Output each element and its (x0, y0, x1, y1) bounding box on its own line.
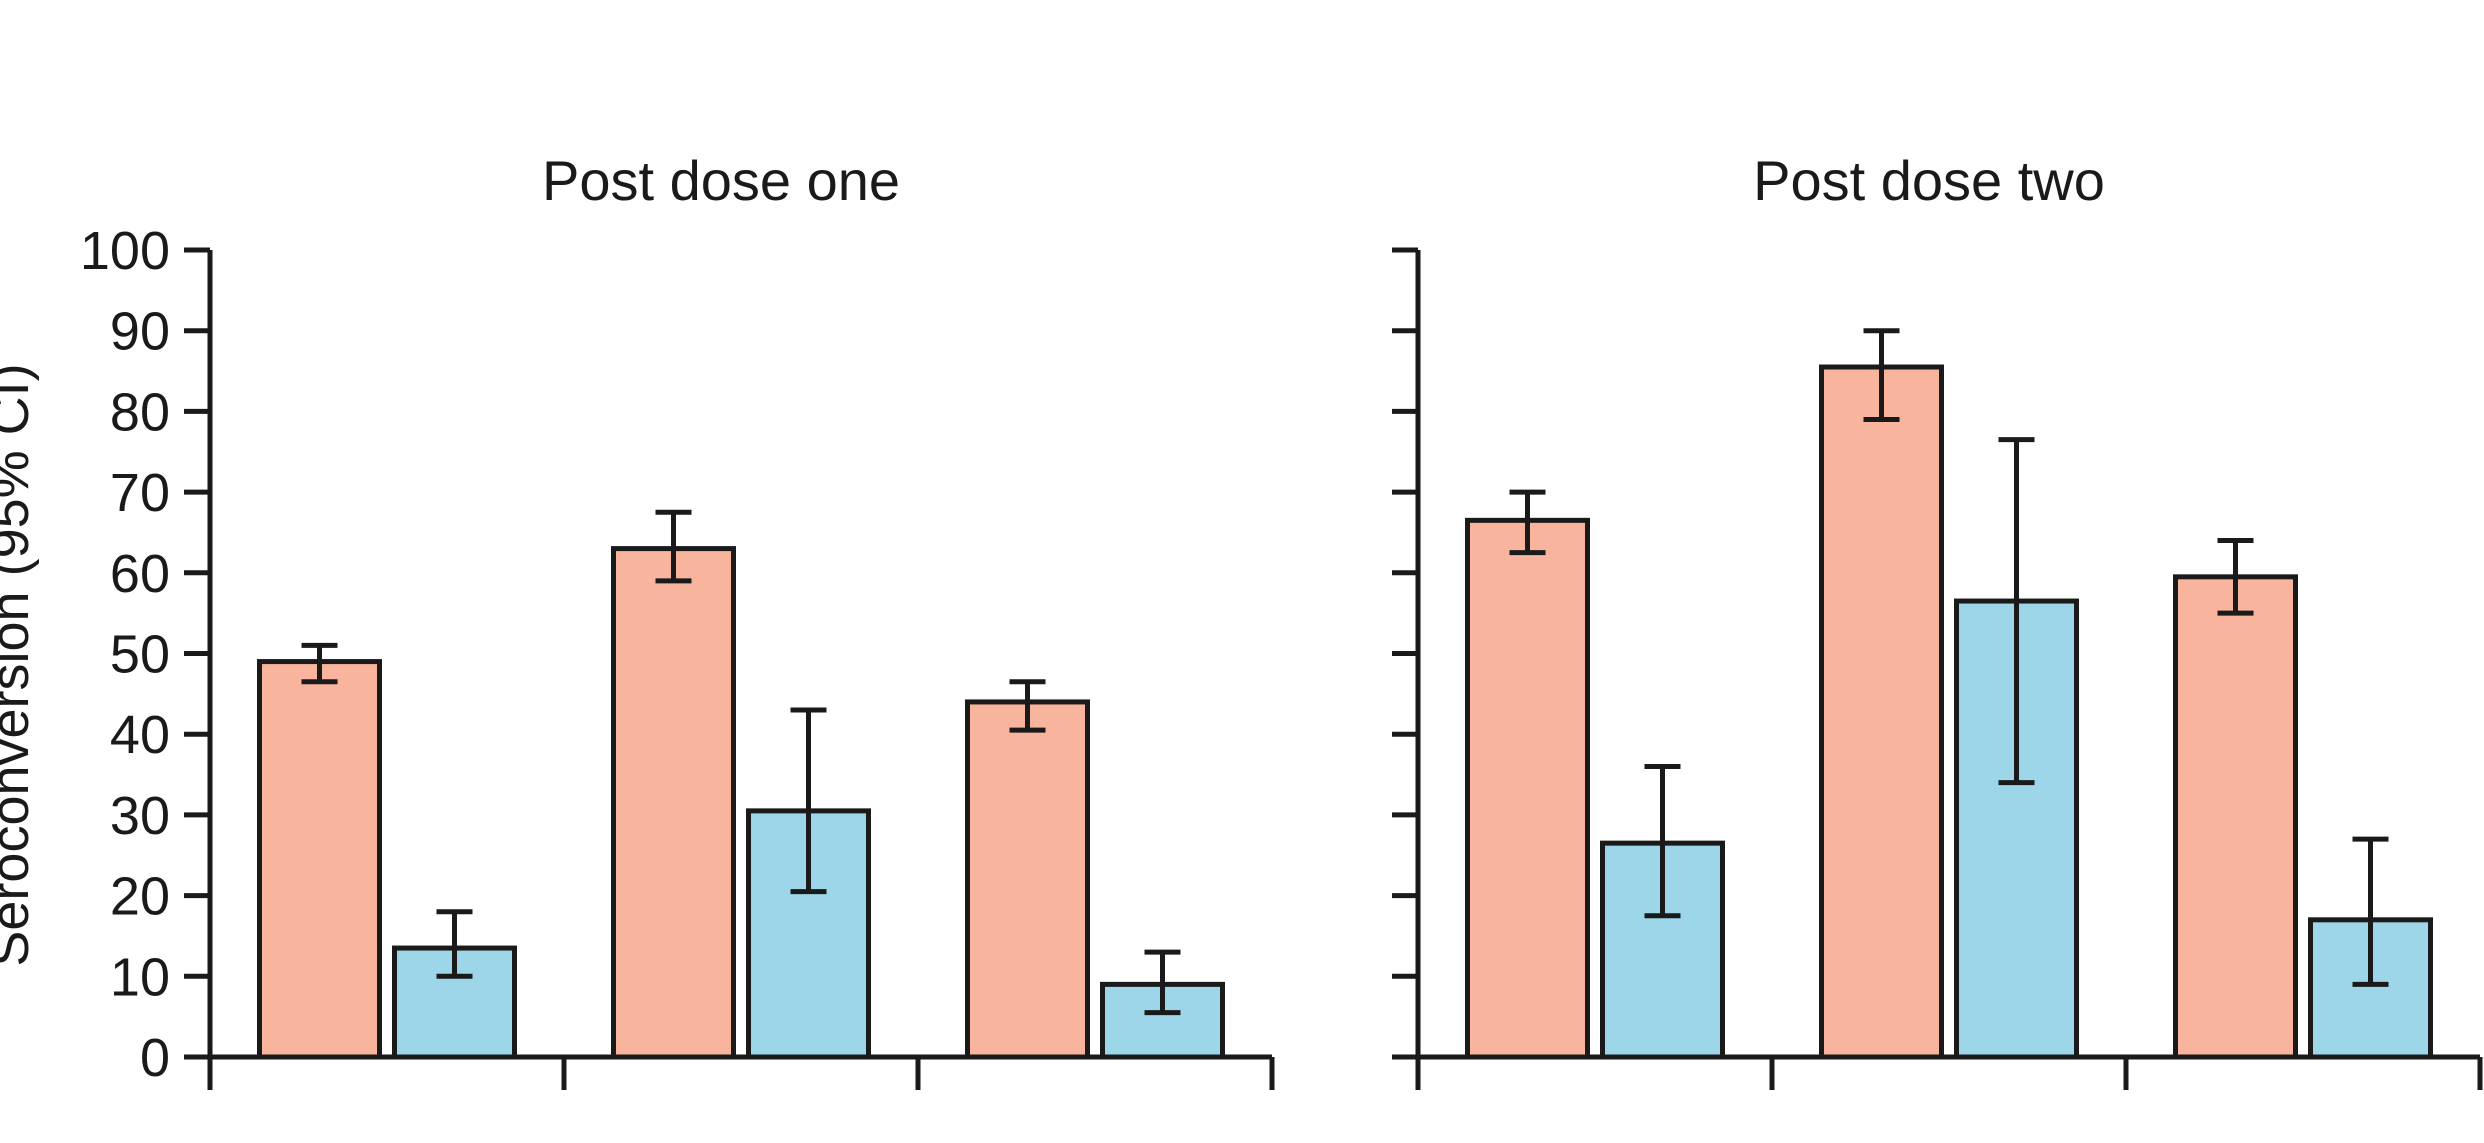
y-tick-label: 0 (140, 1028, 170, 1088)
bar (611, 546, 736, 1060)
y-tick-label: 40 (110, 705, 170, 765)
panel-title: Post dose one (542, 149, 900, 212)
panel-title: Post dose two (1753, 149, 2105, 212)
y-tick-label: 10 (110, 947, 170, 1007)
y-tick-label: 70 (110, 463, 170, 523)
y-tick-label: 30 (110, 786, 170, 846)
y-tick-label: 50 (110, 625, 170, 685)
y-tick-label: 90 (110, 302, 170, 362)
y-tick-label: 100 (80, 221, 170, 281)
bar (257, 659, 382, 1060)
bar (965, 699, 1090, 1060)
bar (1819, 364, 1944, 1060)
y-tick-label: 80 (110, 382, 170, 442)
bar (1465, 517, 1590, 1060)
y-tick-label: 20 (110, 867, 170, 927)
y-tick-label: 60 (110, 544, 170, 604)
y-axis-label: Seroconversion (95% CI) (0, 363, 40, 966)
bar (2173, 574, 2298, 1060)
